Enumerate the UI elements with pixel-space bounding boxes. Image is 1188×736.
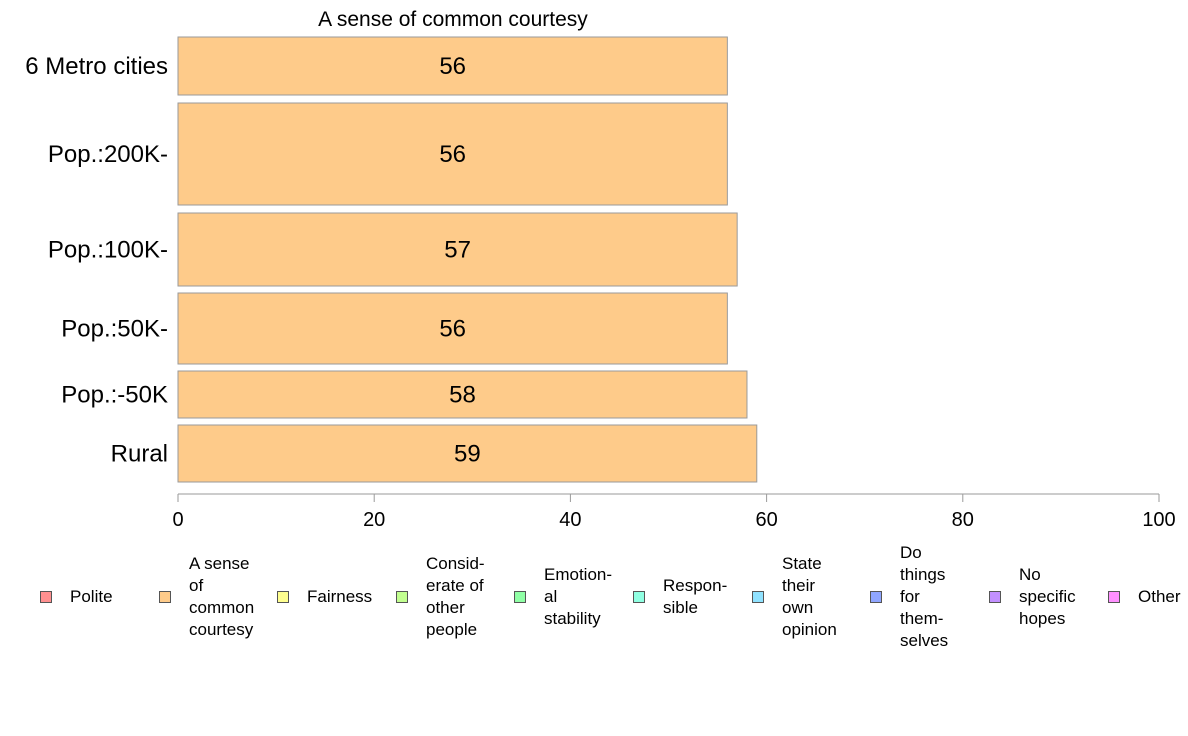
- bar-3: [177, 292, 728, 365]
- legend-label: Emotion- al stability: [544, 565, 613, 628]
- bar-2: [177, 212, 738, 287]
- bars-layer: 6 Metro cities 56 Pop.:200K- 56 Pop.:100K- 57…: [25, 36, 758, 483]
- bar-4: [177, 370, 748, 419]
- legend-swatch: [870, 591, 882, 603]
- category-label-2: Pop.:100K-: [48, 237, 168, 264]
- legend-swatch: [159, 591, 171, 603]
- data-label-3: 56: [439, 316, 466, 343]
- legend-swatch: [1108, 591, 1120, 603]
- data-label-5: 59: [454, 441, 481, 468]
- legend-item-6: State their own opinion: [752, 553, 837, 641]
- bar-5: [177, 424, 758, 483]
- data-label-4: 58: [449, 382, 476, 409]
- legend-label: Fairness: [307, 587, 373, 606]
- legend-item-2: Fairness: [277, 586, 372, 608]
- x-tick-label-3: 60: [755, 509, 777, 531]
- legend-label: No specific hopes: [1019, 565, 1076, 628]
- legend-label: Do things for them- selves: [900, 543, 949, 650]
- x-axis: 0 20 40 60 80 100: [172, 493, 1176, 531]
- bar-1: [177, 102, 728, 206]
- legend-item-5: Respon- sible: [633, 575, 727, 619]
- legend-swatch: [277, 591, 289, 603]
- legend-swatch: [633, 591, 645, 603]
- x-tick-label-0: 0: [172, 509, 183, 531]
- bar-0: [177, 36, 728, 96]
- category-label-5: Rural: [111, 441, 168, 468]
- bar-chart: A sense of common courtesy 6 Metro citie…: [25, 8, 1176, 531]
- x-tick-label-4: 80: [952, 509, 974, 531]
- legend-swatch: [40, 591, 52, 603]
- legend-item-9: Other: [1108, 586, 1181, 608]
- category-label-1: Pop.:200K-: [48, 141, 168, 168]
- chart-title: A sense of common courtesy: [318, 8, 588, 31]
- legend-swatch: [752, 591, 764, 603]
- legend-item-8: No specific hopes: [989, 564, 1076, 630]
- category-label-0: 6 Metro cities: [25, 53, 168, 80]
- data-label-2: 57: [444, 237, 471, 264]
- data-label-1: 56: [439, 141, 466, 168]
- x-tick-label-2: 40: [559, 509, 581, 531]
- legend-label: Other: [1138, 587, 1181, 606]
- legend: Polite A sense of common courtesy Fairness…: [0, 540, 1188, 660]
- category-label-4: Pop.:-50K: [61, 382, 168, 409]
- x-tick-label-1: 20: [363, 509, 385, 531]
- legend-label: Polite: [70, 587, 113, 606]
- legend-label: State their own opinion: [782, 554, 837, 639]
- legend-item-1: A sense of common courtesy: [159, 553, 254, 641]
- category-label-3: Pop.:50K-: [61, 316, 168, 343]
- legend-item-4: Emotion- al stability: [514, 564, 612, 630]
- legend-swatch: [514, 591, 526, 603]
- x-tick-label-5: 100: [1142, 509, 1175, 531]
- legend-label: Respon- sible: [663, 576, 728, 617]
- legend-label: Consid- erate of other people: [426, 554, 485, 639]
- legend-item-7: Do things for them- selves: [870, 542, 948, 652]
- legend-swatch: [396, 591, 408, 603]
- legend-item-0: Polite: [40, 586, 113, 608]
- legend-swatch: [989, 591, 1001, 603]
- data-label-0: 56: [439, 53, 466, 80]
- legend-item-3: Consid- erate of other people: [396, 553, 485, 641]
- legend-label: A sense of common courtesy: [189, 554, 255, 639]
